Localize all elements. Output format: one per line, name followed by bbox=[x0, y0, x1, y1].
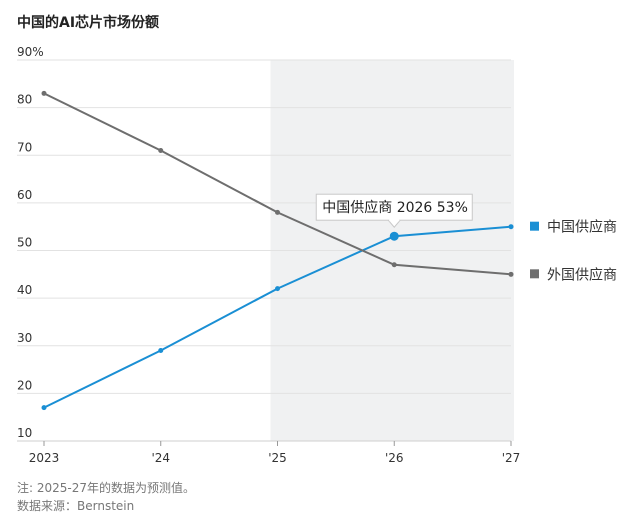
data-point bbox=[275, 209, 280, 215]
data-point bbox=[158, 147, 164, 153]
x-tick-label: 2023 bbox=[29, 451, 60, 465]
forecast-note: 注: 2025-27年的数据为预测值。 bbox=[17, 481, 195, 495]
y-tick-label: 30 bbox=[17, 331, 32, 345]
data-point bbox=[158, 348, 164, 354]
data-point bbox=[391, 262, 397, 268]
legend-label: 中国供应商 bbox=[547, 219, 617, 236]
annotation-box bbox=[315, 193, 473, 221]
y-tick-label: 40 bbox=[17, 283, 32, 297]
y-tick-label: 50 bbox=[17, 236, 32, 250]
data-point bbox=[41, 405, 47, 411]
y-tick-label: 60 bbox=[17, 188, 32, 202]
source-note: 数据来源：Bernstein bbox=[17, 499, 135, 513]
chart-title: 中国的AI芯片市场份额 bbox=[17, 15, 160, 31]
x-tick-label: '24 bbox=[151, 451, 170, 465]
data-point bbox=[41, 90, 47, 96]
x-tick-label: '27 bbox=[502, 451, 521, 465]
annotation-label: 中国供应商 2026 53% bbox=[322, 199, 468, 216]
legend-swatch bbox=[530, 221, 539, 231]
legend-swatch bbox=[530, 269, 539, 279]
data-point bbox=[508, 271, 514, 277]
highlight-point bbox=[389, 231, 399, 241]
x-tick-label: '25 bbox=[268, 451, 287, 465]
data-point bbox=[275, 286, 280, 292]
annotation-pointer bbox=[387, 219, 401, 228]
y-tick-label: 20 bbox=[17, 378, 32, 392]
y-tick-label: 10 bbox=[17, 426, 32, 440]
y-tick-label: 70 bbox=[17, 140, 32, 154]
data-point bbox=[508, 224, 514, 230]
x-tick-label: '26 bbox=[385, 451, 404, 465]
legend-label: 外国供应商 bbox=[547, 266, 617, 283]
y-tick-label: 80 bbox=[17, 93, 32, 107]
y-tick-label: 90% bbox=[17, 45, 44, 59]
line-chart: 90% 80 70 60 50 40 30 20 10 2023 '24 '25 '26 '27 中国供… bbox=[17, 45, 617, 465]
